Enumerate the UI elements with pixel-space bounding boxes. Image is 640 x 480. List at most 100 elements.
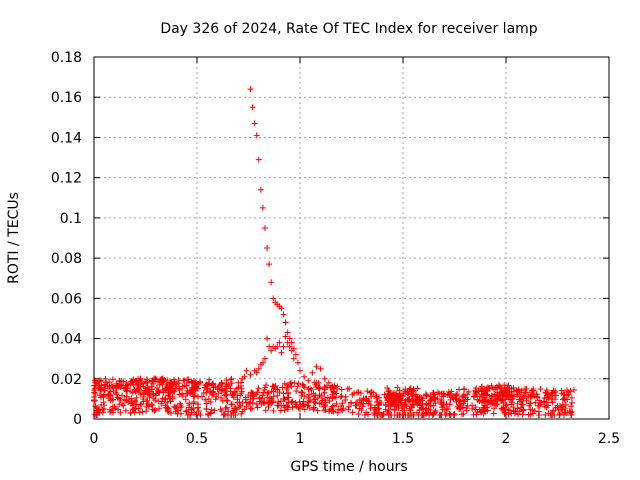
data-point — [498, 405, 505, 412]
data-point — [517, 398, 524, 405]
data-point-peak — [329, 383, 336, 390]
data-point — [413, 398, 420, 405]
data-point — [361, 411, 368, 418]
data-point — [307, 396, 314, 403]
data-point — [145, 401, 152, 408]
data-point-peak — [255, 365, 262, 372]
data-point — [92, 390, 99, 397]
data-point — [239, 408, 246, 415]
data-point — [320, 403, 327, 410]
data-point — [262, 407, 269, 414]
data-point — [394, 384, 401, 391]
data-point — [456, 386, 463, 393]
data-point — [187, 411, 194, 418]
data-point — [312, 381, 319, 388]
x-tick-label: 2.5 — [598, 431, 620, 447]
data-point — [299, 389, 306, 396]
data-point — [91, 387, 98, 394]
data-point — [179, 393, 186, 400]
data-point — [233, 385, 240, 392]
data-point — [119, 392, 126, 399]
data-point — [564, 409, 571, 416]
data-point — [107, 408, 114, 415]
data-point — [315, 379, 322, 386]
data-point — [254, 389, 261, 396]
data-point-peak — [261, 355, 268, 362]
data-point — [459, 393, 466, 400]
data-point — [117, 409, 124, 416]
data-point — [247, 396, 254, 403]
data-point — [110, 388, 117, 395]
data-point — [109, 383, 116, 390]
data-point — [423, 405, 430, 412]
data-point — [195, 408, 202, 415]
data-point-peak — [278, 305, 285, 312]
data-point — [315, 384, 322, 391]
data-point — [512, 407, 519, 414]
data-point — [191, 382, 198, 389]
data-point-peak — [247, 371, 254, 378]
data-point — [218, 379, 225, 386]
data-point — [396, 411, 403, 418]
data-point — [324, 394, 331, 401]
data-point — [125, 399, 132, 406]
data-point — [202, 396, 209, 403]
data-point — [143, 403, 150, 410]
data-point — [349, 409, 356, 416]
data-point — [445, 391, 452, 398]
data-point — [391, 406, 398, 413]
data-point — [287, 380, 294, 387]
data-point — [120, 402, 127, 409]
data-point — [288, 379, 295, 386]
data-point — [331, 388, 338, 395]
data-point — [232, 411, 239, 418]
data-point — [399, 393, 406, 400]
data-point-peak — [253, 369, 260, 376]
data-point — [167, 410, 174, 417]
y-tick-label: 0.18 — [51, 50, 82, 66]
data-point — [308, 386, 315, 393]
data-point — [194, 404, 201, 411]
data-point — [156, 381, 163, 388]
data-point — [114, 394, 121, 401]
data-point — [314, 407, 321, 414]
data-point-peak — [286, 343, 293, 350]
data-point — [131, 406, 138, 413]
data-point-peak — [264, 245, 271, 252]
grid-lines — [94, 57, 609, 419]
y-tick-label: 0.16 — [51, 90, 82, 106]
data-point — [175, 380, 182, 387]
data-point — [176, 385, 183, 392]
data-point — [190, 398, 197, 405]
data-point — [159, 386, 166, 393]
data-point — [423, 409, 430, 416]
data-point — [506, 396, 513, 403]
data-point — [492, 384, 499, 391]
data-point — [410, 385, 417, 392]
data-point — [445, 406, 452, 413]
data-point — [182, 396, 189, 403]
data-point — [156, 389, 163, 396]
data-point — [192, 386, 199, 393]
data-point — [431, 395, 438, 402]
data-point — [347, 399, 354, 406]
data-point — [506, 407, 513, 414]
data-point — [338, 386, 345, 393]
data-point-peak — [280, 311, 287, 318]
data-point — [205, 395, 212, 402]
data-point — [464, 402, 471, 409]
data-point — [568, 403, 575, 410]
data-point — [228, 401, 235, 408]
data-point — [439, 401, 446, 408]
data-point — [288, 399, 295, 406]
data-point — [322, 399, 329, 406]
data-point — [456, 398, 463, 405]
data-point — [314, 395, 321, 402]
data-point — [275, 399, 282, 406]
data-point — [518, 404, 525, 411]
data-point — [355, 411, 362, 418]
data-point — [316, 400, 323, 407]
data-point — [183, 382, 190, 389]
data-point — [176, 400, 183, 407]
